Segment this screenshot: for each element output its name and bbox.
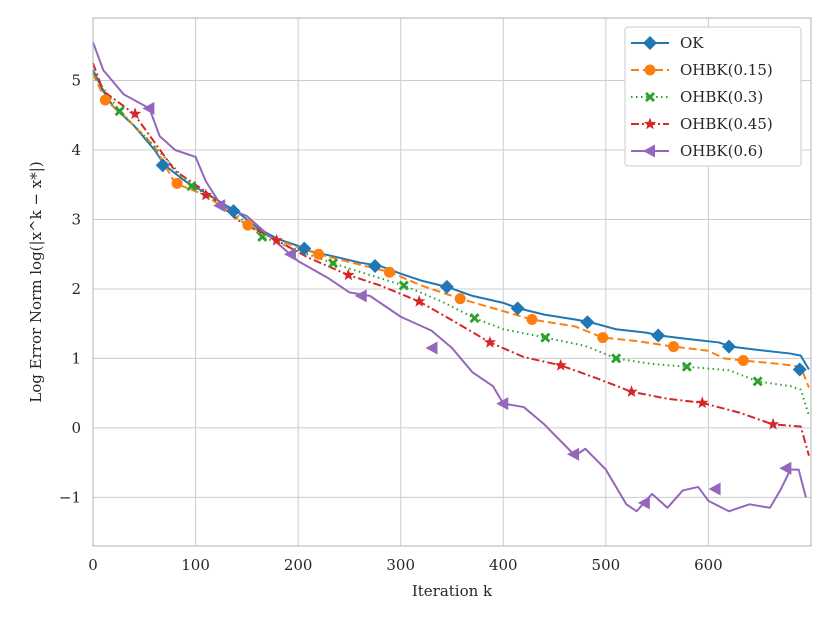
series-0-point — [439, 279, 454, 294]
series-4-point — [142, 101, 155, 115]
series-1-point — [454, 293, 466, 305]
series-0-point — [510, 301, 525, 316]
x-tick-label: 500 — [592, 556, 621, 574]
y-tick-label: 5 — [71, 72, 81, 90]
series-2-point — [681, 361, 692, 372]
y-tick-label: 4 — [71, 141, 81, 159]
series-2-point — [257, 231, 268, 242]
series-1-point — [526, 314, 538, 326]
series-0-point — [297, 241, 312, 256]
series-2-point — [328, 258, 339, 269]
series-0-point — [155, 158, 170, 173]
series-3-point — [483, 335, 497, 348]
series-3-point — [625, 385, 638, 398]
x-tick-label: 100 — [181, 556, 210, 574]
series-0-point — [368, 259, 383, 274]
legend-marker — [643, 144, 655, 158]
legend-entry-label: OHBK(0.3) — [680, 88, 763, 106]
x-axis: 0 100 200 300 400 500 600 — [88, 556, 723, 574]
series-0-point — [226, 204, 241, 219]
series-1-point — [737, 355, 749, 367]
series-line-4 — [92, 41, 807, 513]
series-line-3 — [92, 62, 810, 456]
series-3-point — [270, 233, 283, 246]
series-4-point — [213, 199, 226, 213]
series-4-point — [567, 447, 580, 461]
legend-marker — [644, 64, 656, 76]
x-tick-label: 600 — [694, 556, 723, 574]
series-2-point — [114, 106, 125, 117]
series-3-point — [696, 396, 709, 409]
series-4-point — [496, 397, 509, 411]
series-1-point — [597, 332, 609, 344]
legend-entry-label: OK — [680, 34, 704, 52]
plot-frame — [92, 17, 812, 547]
series-1-point — [242, 219, 254, 231]
y-tick-label: 3 — [71, 210, 81, 228]
series-line-0 — [92, 69, 810, 371]
series-markers — [99, 94, 807, 510]
x-tick-label: 0 — [88, 556, 98, 574]
legend-box — [624, 26, 802, 167]
series-4-point — [779, 461, 792, 475]
x-axis-label: Iteration k — [412, 582, 493, 600]
series-3-point — [766, 417, 780, 430]
legend-entry-label: OHBK(0.15) — [680, 61, 773, 79]
series-0-point — [792, 362, 807, 377]
series-3-point — [128, 107, 142, 120]
series-2-point — [752, 376, 763, 387]
legend: OK OHBK(0.15) OHBK(0.3) OHBK(0.45) OHBK(0.6) — [624, 26, 802, 167]
series-2-point — [469, 313, 480, 324]
series-2-point — [186, 181, 197, 192]
y-axis-label: Log Error Norm log(|x^k − x*|) — [27, 161, 45, 402]
y-tick-label: −1 — [59, 488, 81, 506]
series-3-point — [342, 268, 355, 281]
y-tick-label: 0 — [71, 419, 81, 437]
legend-marker — [643, 117, 657, 130]
series-3-point — [554, 358, 567, 371]
y-tick-label: 2 — [71, 280, 81, 298]
series-0-point — [651, 328, 666, 343]
legend-entry-label: OHBK(0.6) — [680, 142, 763, 160]
legend-entry-label: OHBK(0.45) — [680, 115, 773, 133]
series-3-point — [199, 188, 213, 201]
series-2-point — [398, 280, 409, 291]
x-tick-label: 200 — [284, 556, 313, 574]
series-1-point — [171, 177, 183, 189]
series-4-point — [637, 496, 650, 510]
series-4-point — [425, 341, 438, 355]
y-tick-label: 1 — [71, 349, 81, 367]
x-tick-label: 300 — [386, 556, 415, 574]
legend-marker — [643, 36, 657, 50]
series-1-point — [383, 266, 395, 278]
series-4-point — [708, 482, 721, 496]
series-4-point — [283, 247, 296, 261]
legend-marker — [645, 92, 655, 102]
series-1-point — [668, 341, 680, 353]
series-1-point — [99, 94, 111, 106]
series-0-point — [721, 339, 736, 354]
series-0-point — [580, 315, 595, 330]
series-2-point — [540, 332, 551, 343]
series-2-point — [611, 353, 622, 364]
series-3-point — [413, 294, 426, 307]
series-1-point — [313, 248, 325, 260]
series-4-point — [354, 289, 367, 303]
x-tick-label: 400 — [489, 556, 518, 574]
y-axis: −1 0 1 2 3 4 5 — [59, 72, 81, 507]
